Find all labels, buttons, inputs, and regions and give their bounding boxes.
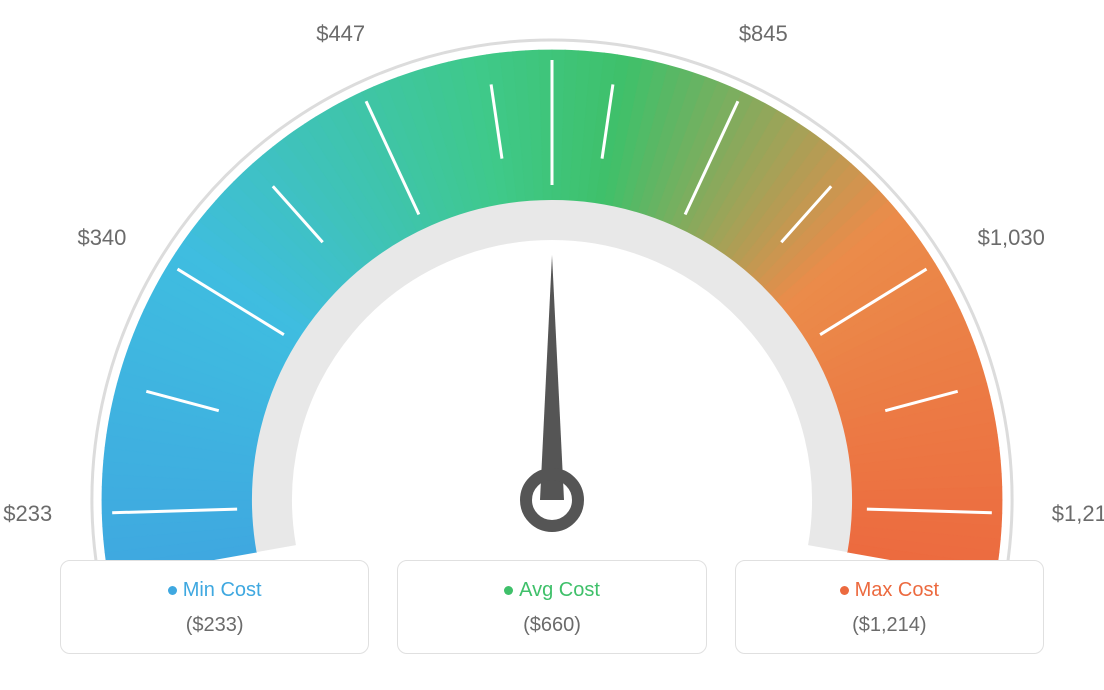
gauge-tick-label: $447: [316, 21, 365, 47]
legend-title-text-min: Min Cost: [183, 579, 262, 601]
gauge-tick-label: $1,214: [1052, 501, 1104, 527]
legend-title-text-avg: Avg Cost: [519, 579, 600, 601]
legend-value-avg: ($660): [408, 614, 695, 637]
legend-value-min: ($233): [71, 614, 358, 637]
gauge-tick-label: $1,030: [978, 225, 1045, 251]
chart-container: $233$340$447$660$845$1,030$1,214 Min Cos…: [0, 0, 1104, 690]
legend-value-max: ($1,214): [746, 614, 1033, 637]
legend-card-max: Max Cost ($1,214): [735, 560, 1044, 654]
gauge-area: $233$340$447$660$845$1,030$1,214: [0, 0, 1104, 560]
legend-title-max: Max Cost: [746, 579, 1033, 602]
legend-card-avg: Avg Cost ($660): [397, 560, 706, 654]
gauge-needle: [540, 255, 564, 500]
gauge-svg: [0, 0, 1104, 560]
legend-title-min: Min Cost: [71, 579, 358, 602]
legend-dot-avg: [504, 586, 513, 595]
legend-dot-min: [168, 586, 177, 595]
legend-dot-max: [840, 586, 849, 595]
gauge-tick-label: $340: [77, 225, 126, 251]
gauge-tick-label: $233: [3, 501, 52, 527]
gauge-tick-label: $845: [739, 21, 788, 47]
legend-title-text-max: Max Cost: [855, 579, 939, 601]
legend-title-avg: Avg Cost: [408, 579, 695, 602]
legend-card-min: Min Cost ($233): [60, 560, 369, 654]
legend-row: Min Cost ($233) Avg Cost ($660) Max Cost…: [0, 560, 1104, 654]
